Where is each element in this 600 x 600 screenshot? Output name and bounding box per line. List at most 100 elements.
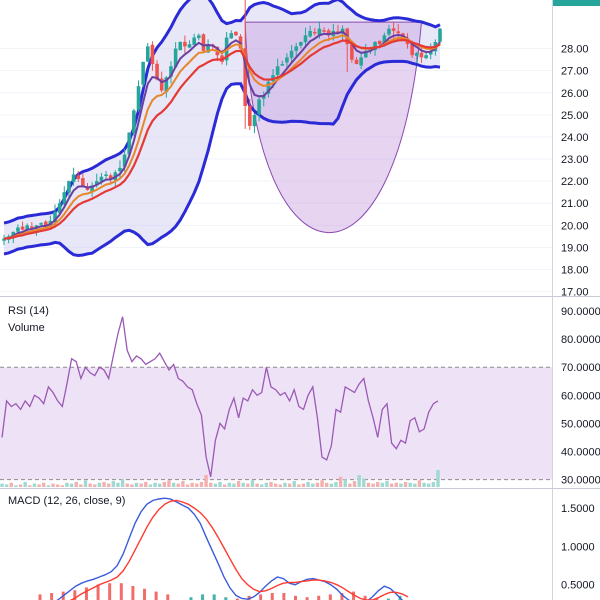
candle-body	[387, 28, 391, 35]
volume-bar	[93, 484, 97, 487]
macd-histogram-bar	[282, 593, 286, 600]
candle	[308, 25, 312, 38]
volume-bar	[417, 480, 422, 487]
volume-bar	[88, 483, 92, 487]
volume-bar	[306, 481, 310, 487]
volume-bar	[23, 481, 27, 487]
candle-body	[326, 30, 331, 36]
macd-histogram-bar	[108, 583, 112, 600]
macd-histogram-bar	[363, 595, 367, 600]
candle-body	[206, 44, 210, 53]
macd-histogram-bar	[96, 584, 100, 600]
macd-histogram-bar	[224, 597, 228, 600]
candle-body	[99, 176, 104, 182]
volume-bar	[273, 483, 278, 487]
macd-line	[56, 497, 404, 600]
macd-histogram-bar	[189, 597, 193, 600]
volume-bar	[167, 480, 171, 487]
rsi-tick-label: 50.0000	[561, 418, 600, 430]
macd-histogram-bar	[166, 594, 170, 600]
volume-bar	[297, 484, 301, 487]
macd-histogram-bar	[317, 595, 321, 600]
price-tick-label: 27.00	[561, 66, 589, 78]
rsi-pane[interactable]: RSI (14) Volume 90.0000 80.0000 70.0000 60.…	[0, 305, 600, 487]
candle-body	[382, 35, 387, 45]
volume-bar	[125, 483, 129, 487]
candle	[197, 33, 201, 41]
volume-bars	[0, 470, 440, 487]
candle-body	[266, 81, 271, 94]
macd-histogram-bar	[50, 593, 54, 600]
candle-body	[62, 192, 67, 205]
volume-bar	[65, 482, 69, 487]
volume-bar	[83, 480, 88, 487]
volume-bar	[362, 478, 366, 487]
candle-body	[192, 37, 196, 45]
candle-body	[289, 50, 294, 58]
candle-body	[122, 154, 127, 167]
macd-histogram-bar	[352, 591, 356, 600]
candle-body	[415, 53, 419, 56]
candle-body	[183, 41, 187, 47]
volume-bar	[139, 483, 143, 487]
macd-histogram-bar	[84, 587, 88, 600]
macd-axis: 1.5000 1.0000 0.5000	[561, 503, 595, 592]
candle	[2, 234, 6, 246]
candle	[363, 43, 368, 59]
volume-bar	[348, 483, 352, 487]
candle-body	[243, 48, 247, 107]
candle	[415, 51, 419, 63]
candle	[132, 108, 136, 137]
macd-pane[interactable]: MACD (12, 26, close, 9) 1.5000 1.0000 0.50…	[8, 495, 595, 600]
rsi-tick-label: 80.0000	[561, 334, 600, 346]
candle	[183, 35, 187, 53]
candle-body	[359, 57, 363, 66]
volume-bar	[260, 484, 264, 487]
candle-body	[234, 31, 238, 36]
macd-title: MACD (12, 26, close, 9)	[8, 495, 125, 507]
candle	[192, 33, 196, 46]
price-pane[interactable]: 28.00 27.00 26.00 25.00 24.00 23.00 22.00 21.00…	[2, 0, 600, 299]
candle	[312, 27, 317, 36]
volume-bar	[195, 483, 199, 487]
volume-bar	[427, 483, 431, 487]
candle-body	[173, 48, 178, 68]
volume-bar	[171, 482, 176, 487]
candle-body	[373, 41, 377, 51]
candle	[201, 33, 206, 53]
candle	[145, 42, 150, 63]
candle-body	[322, 30, 326, 32]
candle-body	[57, 203, 62, 213]
candle-body	[94, 181, 99, 186]
candle	[81, 173, 85, 187]
candle-body	[141, 61, 145, 85]
price-axis: 28.00 27.00 26.00 25.00 24.00 23.00 22.00 21.00…	[561, 44, 589, 299]
candle	[90, 182, 94, 197]
price-tick-label: 17.00	[561, 287, 589, 299]
volume-bar	[51, 483, 55, 487]
candle-body	[71, 174, 76, 183]
volume-bar	[380, 482, 385, 487]
candle-body	[118, 167, 122, 172]
candle-body	[169, 66, 173, 77]
candle	[350, 42, 354, 63]
macd-histogram-bar	[386, 598, 390, 600]
rsi-tick-label: 60.0000	[561, 390, 600, 402]
candle-body	[248, 105, 252, 126]
candle-body	[178, 41, 183, 51]
candle	[76, 170, 81, 183]
candle-body	[81, 178, 85, 186]
candle	[303, 27, 308, 48]
volume-bar	[176, 483, 180, 487]
price-tick-label: 20.00	[561, 220, 589, 232]
volume-bar	[292, 481, 296, 487]
candle	[252, 113, 257, 134]
candle	[71, 167, 76, 186]
volume-bar	[4, 484, 9, 487]
candle	[299, 41, 303, 49]
macd-histogram-bar	[328, 594, 332, 600]
volume-bar	[324, 482, 329, 487]
macd-signal-line	[69, 499, 409, 600]
